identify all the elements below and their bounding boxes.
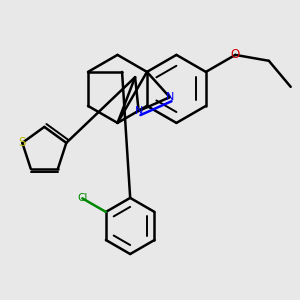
Text: Cl: Cl xyxy=(77,193,88,203)
Text: S: S xyxy=(19,136,26,149)
Text: N: N xyxy=(166,92,174,102)
Text: O: O xyxy=(231,48,240,62)
Text: N: N xyxy=(134,106,143,116)
